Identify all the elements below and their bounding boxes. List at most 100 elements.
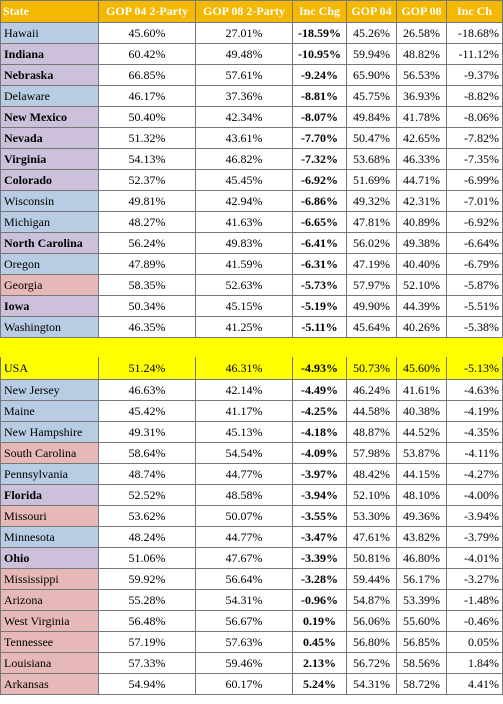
- inc-chg-cell[interactable]: -9.24%: [292, 64, 347, 86]
- gop04-2party-cell[interactable]: 51.32%: [98, 127, 196, 149]
- gop04-2party-cell[interactable]: 46.63%: [98, 379, 196, 401]
- inc-ch-cell[interactable]: -9.37%: [446, 64, 503, 86]
- state-cell[interactable]: Washington: [0, 316, 99, 338]
- column-header-gop08[interactable]: GOP 08: [396, 0, 447, 23]
- gop08-2party-cell[interactable]: 42.94%: [195, 190, 293, 212]
- state-cell[interactable]: New Jersey: [0, 379, 99, 401]
- gop08-2party-cell[interactable]: 41.17%: [195, 400, 293, 422]
- gop04-2party-cell[interactable]: 66.85%: [98, 64, 196, 86]
- gop08-cell[interactable]: 44.15%: [396, 463, 447, 485]
- gop08-2party-cell[interactable]: 47.67%: [195, 547, 293, 569]
- gop04-2party-cell[interactable]: 52.52%: [98, 484, 196, 506]
- gop04-2party-cell[interactable]: 60.42%: [98, 43, 196, 65]
- gop04-2party-cell[interactable]: 46.17%: [98, 85, 196, 107]
- state-cell[interactable]: Minnesota: [0, 526, 99, 548]
- gop08-cell[interactable]: 43.82%: [396, 526, 447, 548]
- inc-chg-cell[interactable]: -6.86%: [292, 190, 347, 212]
- gop04-2party-cell[interactable]: 54.94%: [98, 673, 196, 695]
- inc-ch-cell[interactable]: -5.87%: [446, 274, 503, 296]
- state-cell[interactable]: Ohio: [0, 547, 99, 569]
- inc-ch-cell[interactable]: -1.48%: [446, 589, 503, 611]
- gop04-2party-cell[interactable]: 50.34%: [98, 295, 196, 317]
- gop08-cell[interactable]: 45.60%: [396, 356, 447, 380]
- gop08-2party-cell[interactable]: 57.61%: [195, 64, 293, 86]
- inc-ch-cell[interactable]: -7.35%: [446, 148, 503, 170]
- column-header-gop08-2party[interactable]: GOP 08 2-Party: [195, 0, 293, 23]
- gop04-cell[interactable]: 54.31%: [346, 673, 397, 695]
- gop08-cell[interactable]: 40.40%: [396, 253, 447, 275]
- inc-ch-cell[interactable]: -5.51%: [446, 295, 503, 317]
- gop04-cell[interactable]: 59.44%: [346, 568, 397, 590]
- empty-cell[interactable]: [0, 337, 503, 357]
- gop08-cell[interactable]: 49.36%: [396, 505, 447, 527]
- state-cell[interactable]: Arkansas: [0, 673, 99, 695]
- gop04-2party-cell[interactable]: 55.28%: [98, 589, 196, 611]
- state-cell[interactable]: Maine: [0, 400, 99, 422]
- gop04-2party-cell[interactable]: 46.35%: [98, 316, 196, 338]
- inc-ch-cell[interactable]: -3.27%: [446, 568, 503, 590]
- state-cell[interactable]: Oregon: [0, 253, 99, 275]
- inc-chg-cell[interactable]: -6.65%: [292, 211, 347, 233]
- inc-chg-cell[interactable]: 2.13%: [292, 652, 347, 674]
- gop08-2party-cell[interactable]: 45.15%: [195, 295, 293, 317]
- gop04-2party-cell[interactable]: 54.13%: [98, 148, 196, 170]
- gop08-cell[interactable]: 53.39%: [396, 589, 447, 611]
- inc-ch-cell[interactable]: -3.94%: [446, 505, 503, 527]
- inc-chg-cell[interactable]: -4.18%: [292, 421, 347, 443]
- gop04-cell[interactable]: 49.90%: [346, 295, 397, 317]
- gop08-2party-cell[interactable]: 49.83%: [195, 232, 293, 254]
- gop08-cell[interactable]: 40.89%: [396, 211, 447, 233]
- gop08-2party-cell[interactable]: 60.17%: [195, 673, 293, 695]
- inc-chg-cell[interactable]: -4.09%: [292, 442, 347, 464]
- gop04-2party-cell[interactable]: 48.74%: [98, 463, 196, 485]
- gop04-2party-cell[interactable]: 48.27%: [98, 211, 196, 233]
- inc-ch-cell[interactable]: -4.19%: [446, 400, 503, 422]
- gop04-2party-cell[interactable]: 45.60%: [98, 22, 196, 44]
- gop08-2party-cell[interactable]: 44.77%: [195, 463, 293, 485]
- gop04-2party-cell[interactable]: 58.35%: [98, 274, 196, 296]
- state-cell[interactable]: West Virginia: [0, 610, 99, 632]
- inc-ch-cell[interactable]: -5.38%: [446, 316, 503, 338]
- gop04-cell[interactable]: 56.72%: [346, 652, 397, 674]
- gop08-cell[interactable]: 46.80%: [396, 547, 447, 569]
- state-cell[interactable]: Nevada: [0, 127, 99, 149]
- gop04-2party-cell[interactable]: 50.40%: [98, 106, 196, 128]
- gop04-2party-cell[interactable]: 49.31%: [98, 421, 196, 443]
- state-cell[interactable]: Mississippi: [0, 568, 99, 590]
- state-cell[interactable]: Indiana: [0, 43, 99, 65]
- column-header-gop04-2party[interactable]: GOP 04 2-Party: [98, 0, 196, 23]
- inc-ch-cell[interactable]: -3.79%: [446, 526, 503, 548]
- gop04-2party-cell[interactable]: 51.24%: [98, 356, 196, 380]
- gop04-2party-cell[interactable]: 59.92%: [98, 568, 196, 590]
- gop08-cell[interactable]: 53.87%: [396, 442, 447, 464]
- inc-chg-cell[interactable]: -5.11%: [292, 316, 347, 338]
- gop04-2party-cell[interactable]: 51.06%: [98, 547, 196, 569]
- inc-chg-cell[interactable]: -6.41%: [292, 232, 347, 254]
- gop08-cell[interactable]: 55.60%: [396, 610, 447, 632]
- gop04-cell[interactable]: 45.64%: [346, 316, 397, 338]
- inc-chg-cell[interactable]: -10.95%: [292, 43, 347, 65]
- column-header-inc-ch[interactable]: Inc Ch: [446, 0, 503, 23]
- gop08-2party-cell[interactable]: 48.58%: [195, 484, 293, 506]
- gop08-2party-cell[interactable]: 44.77%: [195, 526, 293, 548]
- inc-ch-cell[interactable]: 1.84%: [446, 652, 503, 674]
- inc-ch-cell[interactable]: -6.99%: [446, 169, 503, 191]
- gop08-cell[interactable]: 41.78%: [396, 106, 447, 128]
- state-cell[interactable]: Arizona: [0, 589, 99, 611]
- gop04-2party-cell[interactable]: 47.89%: [98, 253, 196, 275]
- inc-chg-cell[interactable]: -6.92%: [292, 169, 347, 191]
- gop04-cell[interactable]: 48.87%: [346, 421, 397, 443]
- state-cell[interactable]: USA: [0, 356, 99, 380]
- gop04-cell[interactable]: 56.80%: [346, 631, 397, 653]
- state-cell[interactable]: Missouri: [0, 505, 99, 527]
- gop04-cell[interactable]: 57.97%: [346, 274, 397, 296]
- state-cell[interactable]: Louisiana: [0, 652, 99, 674]
- gop08-2party-cell[interactable]: 46.82%: [195, 148, 293, 170]
- gop08-2party-cell[interactable]: 27.01%: [195, 22, 293, 44]
- inc-chg-cell[interactable]: -0.96%: [292, 589, 347, 611]
- inc-ch-cell[interactable]: -4.11%: [446, 442, 503, 464]
- gop04-cell[interactable]: 45.26%: [346, 22, 397, 44]
- gop08-2party-cell[interactable]: 43.61%: [195, 127, 293, 149]
- gop04-2party-cell[interactable]: 57.33%: [98, 652, 196, 674]
- gop08-cell[interactable]: 40.38%: [396, 400, 447, 422]
